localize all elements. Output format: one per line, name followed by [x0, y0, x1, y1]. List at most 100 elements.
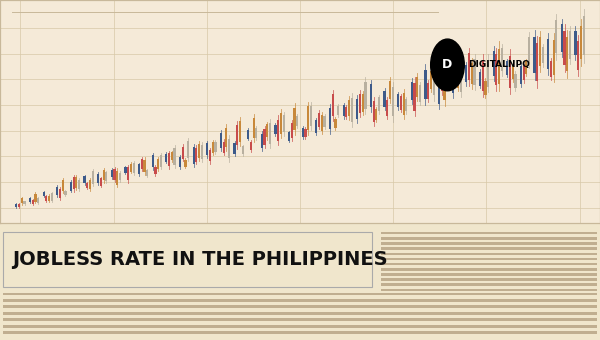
Bar	[405, 99, 407, 112]
Bar	[506, 61, 508, 74]
Bar	[525, 61, 527, 74]
Bar	[15, 204, 17, 207]
Bar	[124, 167, 127, 173]
Bar	[23, 201, 26, 204]
Bar	[468, 53, 470, 80]
Bar	[274, 125, 277, 134]
Bar	[168, 153, 170, 166]
FancyBboxPatch shape	[381, 273, 597, 276]
Bar	[553, 40, 555, 75]
Bar	[569, 31, 571, 58]
Bar	[193, 148, 195, 164]
Bar	[302, 128, 304, 137]
Bar	[350, 98, 353, 122]
Bar	[73, 177, 75, 189]
Bar	[443, 69, 446, 100]
Bar	[520, 66, 522, 84]
Bar	[138, 165, 140, 174]
Bar	[343, 105, 345, 117]
Bar	[296, 116, 298, 126]
Bar	[332, 94, 334, 117]
Bar	[103, 170, 105, 181]
FancyBboxPatch shape	[3, 325, 597, 328]
Bar	[146, 170, 148, 176]
Bar	[18, 204, 20, 207]
Bar	[233, 143, 236, 154]
Bar	[20, 198, 23, 203]
Bar	[83, 176, 86, 183]
Bar	[143, 160, 146, 172]
Bar	[225, 128, 227, 147]
Bar	[539, 37, 541, 66]
Bar	[400, 96, 402, 110]
Bar	[479, 72, 481, 86]
Bar	[323, 116, 326, 127]
Bar	[542, 47, 544, 64]
Bar	[329, 108, 331, 129]
FancyBboxPatch shape	[3, 312, 597, 315]
Bar	[364, 82, 367, 108]
Bar	[498, 49, 500, 84]
Bar	[533, 37, 536, 73]
Bar	[310, 106, 312, 126]
Bar	[523, 66, 525, 80]
Bar	[487, 60, 490, 87]
FancyBboxPatch shape	[381, 278, 597, 281]
Bar	[438, 79, 440, 104]
Bar	[563, 31, 566, 65]
Bar	[378, 97, 380, 112]
Bar	[495, 54, 497, 85]
Bar	[509, 56, 511, 88]
Bar	[452, 66, 454, 92]
Bar	[133, 163, 135, 173]
Bar	[547, 39, 550, 69]
Bar	[484, 81, 487, 96]
Bar	[375, 109, 377, 120]
FancyBboxPatch shape	[3, 318, 597, 321]
Bar	[111, 170, 113, 177]
Bar	[105, 172, 107, 182]
Bar	[220, 133, 222, 148]
Bar	[236, 125, 238, 145]
Bar	[253, 118, 255, 138]
Bar	[362, 94, 364, 112]
Bar	[416, 76, 418, 97]
Bar	[70, 182, 72, 191]
Text: JOBLESS RATE IN THE PHILIPPINES: JOBLESS RATE IN THE PHILIPPINES	[12, 250, 388, 269]
Bar	[550, 62, 552, 77]
Bar	[127, 167, 130, 180]
Bar	[580, 26, 582, 60]
Bar	[59, 189, 61, 198]
Bar	[113, 169, 116, 180]
Bar	[389, 81, 391, 99]
Bar	[34, 194, 37, 202]
Bar	[457, 76, 460, 88]
FancyBboxPatch shape	[381, 242, 597, 245]
Bar	[536, 43, 538, 81]
Bar	[78, 180, 80, 189]
Bar	[206, 143, 208, 155]
Bar	[345, 107, 347, 117]
Bar	[92, 171, 94, 184]
Bar	[386, 100, 388, 116]
Bar	[555, 20, 557, 53]
Bar	[141, 159, 143, 169]
Bar	[337, 106, 340, 115]
Bar	[410, 82, 413, 100]
Bar	[373, 101, 375, 122]
Bar	[182, 147, 184, 159]
Bar	[64, 191, 67, 195]
Text: D: D	[442, 58, 452, 71]
Bar	[239, 121, 241, 142]
FancyBboxPatch shape	[3, 232, 372, 287]
Bar	[37, 198, 40, 203]
Bar	[214, 142, 217, 152]
Bar	[528, 37, 530, 63]
Bar	[583, 16, 585, 55]
Bar	[293, 107, 296, 130]
Bar	[157, 159, 160, 169]
Bar	[318, 113, 320, 127]
Bar	[320, 115, 323, 131]
Bar	[209, 150, 211, 161]
Bar	[356, 99, 358, 119]
